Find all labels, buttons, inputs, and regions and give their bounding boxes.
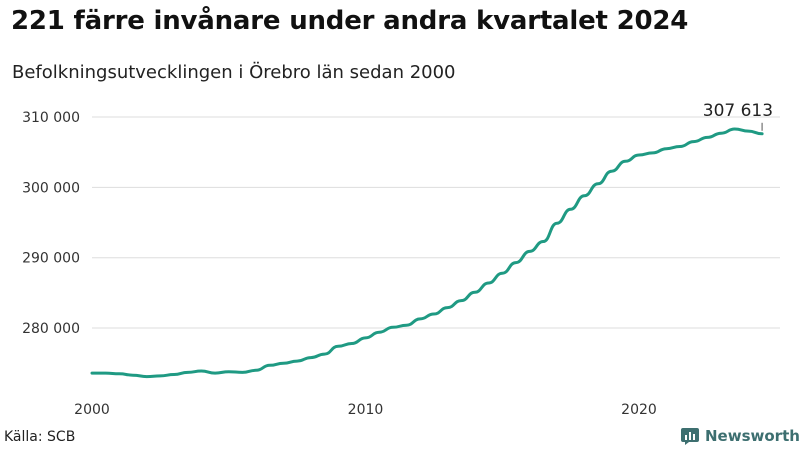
data-point [309,356,312,359]
brand-name: Newsworthy [705,427,800,445]
data-point [528,250,531,253]
data-point [323,353,326,356]
data-point [624,160,627,163]
chart-subtitle: Befolkningsutvecklingen i Örebro län sed… [12,62,456,83]
series-line [90,127,764,379]
data-point [638,154,641,157]
annotation-layer: 307 613 [703,101,773,131]
data-point [200,370,203,373]
data-point [747,130,750,133]
data-point [132,374,135,377]
y-tick-label: 310 000 [22,110,80,126]
data-point [186,371,189,374]
data-point [255,369,258,372]
data-point [268,364,271,367]
data-point [473,291,476,294]
data-point [651,151,654,154]
data-point [761,132,764,135]
brand-logo: Newsworthy [680,426,800,446]
series-layer [90,127,764,379]
data-point [405,324,408,327]
y-tick-label: 280 000 [22,321,80,337]
chart-title: 221 färre invånare under andra kvartalet… [11,6,689,36]
data-point [282,362,285,365]
data-point [460,299,463,302]
data-point [227,370,230,373]
data-point [350,342,353,345]
data-point [733,128,736,131]
data-point [173,373,176,376]
y-tick-label: 290 000 [22,251,80,267]
data-point [432,313,435,316]
y-tick-label: 300 000 [22,180,80,196]
data-point [679,145,682,148]
data-point [378,331,381,334]
data-point [364,336,367,339]
data-point [391,326,394,329]
data-point [569,208,572,211]
data-point [706,136,709,139]
data-point [419,317,422,320]
data-point [337,345,340,348]
x-tick-label: 2010 [348,402,384,418]
data-point [597,182,600,185]
data-point [145,375,148,378]
data-point [214,372,217,375]
data-point [692,140,695,143]
gridlines [92,116,780,329]
x-tick-label: 2020 [621,402,657,418]
data-point [241,371,244,374]
data-point [91,372,94,375]
last-value-label: 307 613 [703,101,773,121]
data-point [720,132,723,135]
x-axis-tick-labels: 2000 2010 2020 [74,402,657,418]
data-point [501,272,504,275]
y-axis-tick-labels: 280 000 290 000 300 000 310 000 [22,110,80,337]
data-point [583,194,586,197]
data-point [118,372,121,375]
data-point [610,170,613,173]
data-point [446,306,449,309]
data-point [296,360,299,363]
source-credit: Källa: SCB [4,429,76,445]
x-tick-label: 2000 [74,402,110,418]
data-point [514,261,517,264]
data-point [542,240,545,243]
bar-chart-icon [681,428,699,445]
data-point [104,372,107,375]
data-point [665,147,668,150]
data-point [556,222,559,225]
data-point [487,282,490,285]
data-point [159,374,162,377]
